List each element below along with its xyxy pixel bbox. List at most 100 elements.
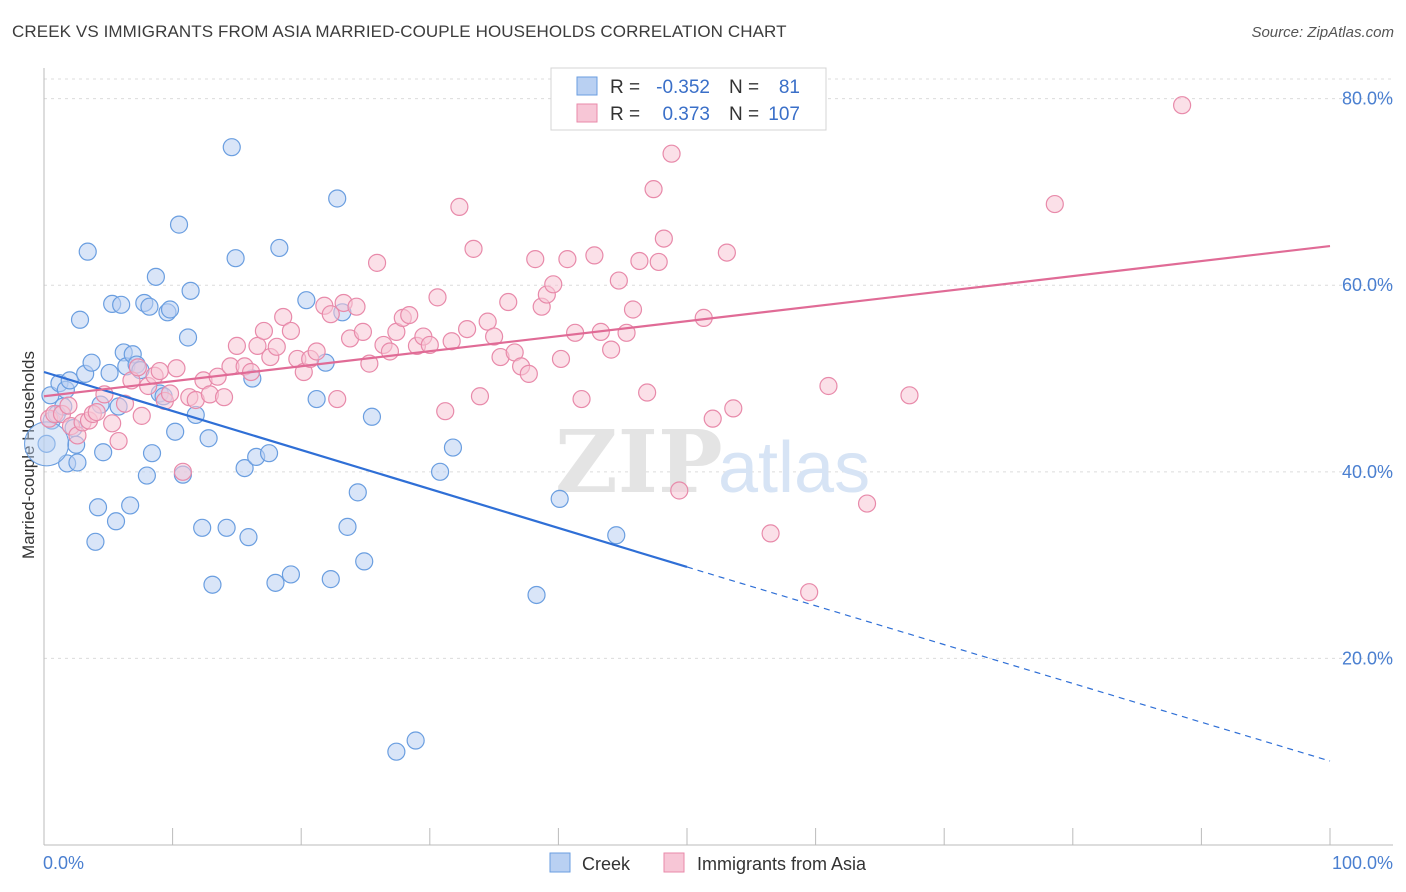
point-asia-98 bbox=[717, 243, 736, 262]
point-creek-48 bbox=[203, 575, 222, 594]
watermark-atlas: atlas bbox=[718, 428, 870, 508]
point-creek-47 bbox=[199, 429, 218, 448]
point-creek-74 bbox=[527, 585, 546, 605]
point-asia-49 bbox=[347, 297, 366, 316]
y-tick-label-80: 80.0% bbox=[1342, 89, 1393, 109]
trend-creek-solid bbox=[43, 370, 688, 569]
legend-n-value-creek: 81 bbox=[779, 77, 800, 98]
watermark: ZIP atlas bbox=[555, 412, 870, 513]
point-asia-31 bbox=[227, 336, 246, 355]
point-creek-49 bbox=[217, 518, 236, 537]
point-asia-80 bbox=[558, 250, 577, 269]
point-asia-101 bbox=[800, 583, 819, 602]
point-asia-39 bbox=[281, 321, 301, 341]
point-creek-69 bbox=[362, 407, 382, 426]
bottom-legend-label-creek: Creek bbox=[582, 854, 631, 874]
point-asia-35 bbox=[254, 321, 274, 341]
point-creek-33 bbox=[140, 297, 159, 316]
legend-r-label-asia: R = bbox=[610, 104, 640, 125]
point-asia-75 bbox=[526, 250, 545, 269]
y-tick-label-20: 20.0% bbox=[1342, 648, 1393, 668]
point-asia-102 bbox=[819, 376, 838, 396]
point-creek-cluster bbox=[24, 421, 70, 467]
point-creek-39 bbox=[160, 300, 180, 319]
point-creek-46 bbox=[193, 518, 212, 537]
point-asia-61 bbox=[428, 288, 447, 307]
point-asia-78 bbox=[544, 275, 563, 294]
point-creek-72 bbox=[430, 462, 450, 481]
point-creek-70 bbox=[387, 742, 406, 761]
point-asia-23 bbox=[173, 462, 192, 481]
point-creek-32 bbox=[137, 466, 156, 485]
series-legend: Creek Immigrants from Asia bbox=[549, 852, 867, 874]
x-tick-label-min: 0.0% bbox=[43, 853, 84, 873]
point-creek-60 bbox=[297, 291, 316, 310]
watermark-zip: ZIP bbox=[555, 412, 723, 513]
point-creek-73 bbox=[443, 438, 463, 457]
point-asia-65 bbox=[457, 319, 477, 339]
point-asia-100 bbox=[761, 524, 780, 543]
legend-swatch-asia bbox=[576, 103, 598, 123]
bottom-legend-swatch-asia bbox=[663, 852, 685, 873]
point-asia-52 bbox=[367, 253, 387, 272]
point-asia-97 bbox=[703, 409, 722, 428]
point-asia-85 bbox=[602, 340, 621, 359]
bottom-legend-label-asia: Immigrants from Asia bbox=[697, 854, 867, 874]
point-asia-43 bbox=[307, 342, 326, 361]
point-creek-27 bbox=[121, 496, 140, 515]
legend-n-value-asia: 107 bbox=[768, 104, 800, 125]
point-asia-94 bbox=[662, 144, 681, 163]
point-creek-16 bbox=[86, 532, 105, 551]
point-creek-0 bbox=[37, 434, 56, 453]
point-creek-57 bbox=[266, 573, 285, 592]
series-creek-points bbox=[24, 138, 626, 761]
point-asia-83 bbox=[585, 246, 604, 265]
point-creek-63 bbox=[321, 570, 340, 589]
point-asia-12 bbox=[109, 431, 128, 451]
point-asia-89 bbox=[630, 251, 649, 271]
point-asia-64 bbox=[450, 197, 469, 216]
point-creek-75 bbox=[550, 489, 569, 508]
point-creek-34 bbox=[142, 444, 162, 463]
point-creek-43 bbox=[178, 328, 198, 347]
x-ticks bbox=[43, 828, 1331, 845]
point-creek-19 bbox=[94, 443, 113, 462]
point-asia-9 bbox=[87, 403, 106, 422]
point-creek-76 bbox=[607, 526, 626, 545]
point-creek-40 bbox=[166, 422, 185, 441]
point-creek-71 bbox=[406, 731, 425, 750]
point-creek-50 bbox=[222, 138, 241, 157]
point-asia-82 bbox=[572, 389, 591, 409]
chart-title: CREEK VS IMMIGRANTS FROM ASIA MARRIED-CO… bbox=[12, 22, 787, 41]
legend-r-label-creek: R = bbox=[610, 77, 640, 98]
point-creek-44 bbox=[181, 281, 200, 300]
point-asia-67 bbox=[470, 387, 490, 406]
point-asia-57 bbox=[400, 305, 419, 325]
y-tick-label-60: 60.0% bbox=[1342, 275, 1393, 295]
legend-swatch-creek bbox=[576, 76, 598, 96]
point-asia-90 bbox=[638, 383, 657, 402]
point-creek-15 bbox=[82, 353, 101, 372]
x-tick-label-max: 100.0% bbox=[1332, 853, 1393, 873]
point-asia-15 bbox=[128, 358, 147, 377]
point-asia-22 bbox=[167, 359, 186, 378]
point-creek-67 bbox=[348, 483, 367, 502]
point-asia-106 bbox=[1173, 96, 1192, 115]
correlation-legend: R = -0.352 N = 81 R = 0.373 N = 107 bbox=[550, 67, 827, 131]
point-creek-52 bbox=[235, 458, 254, 478]
point-asia-46 bbox=[328, 389, 347, 409]
trend-creek-dashed bbox=[686, 566, 1331, 762]
point-asia-50 bbox=[353, 322, 373, 341]
point-asia-92 bbox=[649, 252, 668, 272]
point-asia-99 bbox=[724, 399, 743, 418]
point-asia-91 bbox=[644, 180, 663, 199]
point-asia-71 bbox=[499, 292, 518, 312]
point-asia-60 bbox=[420, 335, 439, 355]
trend-asia bbox=[43, 244, 1331, 398]
point-asia-19 bbox=[150, 361, 169, 381]
point-creek-61 bbox=[307, 389, 326, 409]
legend-n-label-creek: N = bbox=[729, 77, 759, 98]
point-creek-14 bbox=[78, 242, 97, 261]
point-asia-66 bbox=[464, 239, 483, 258]
